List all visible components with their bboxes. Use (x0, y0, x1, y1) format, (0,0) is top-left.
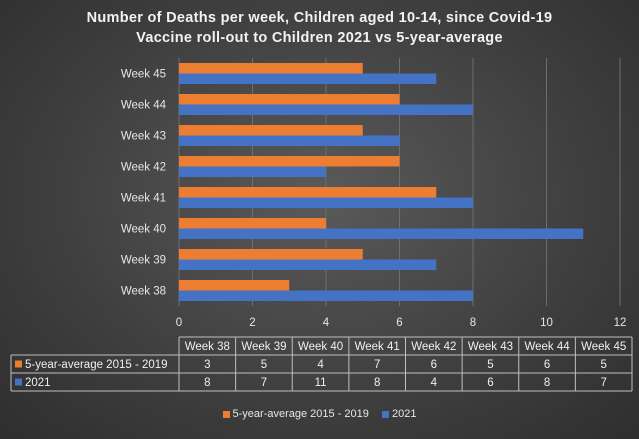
legend-swatch-2021 (381, 410, 389, 418)
legend-item-2021: 2021 (381, 408, 417, 420)
legend-swatch-5-year-average (222, 410, 230, 418)
table-cell-5-year-average-2015-2019-week-41: 7 (374, 359, 380, 371)
bar-5-year-average-2015-2019-week-44 (179, 94, 400, 105)
table-cell-2021-week-40: 11 (315, 377, 327, 389)
bar-2021-week-41 (179, 197, 473, 208)
bar-5-year-average-2015-2019-week-42 (179, 156, 400, 167)
category-label-week-41: Week 41 (121, 193, 166, 205)
table-row-swatch-5-year-average-2015-2019 (15, 360, 22, 368)
table-cell-2021-week-39: 7 (261, 377, 267, 389)
x-tick-label: 6 (396, 317, 402, 329)
table-header-week-39: Week 39 (241, 341, 286, 353)
bar-5-year-average-2015-2019-week-45 (179, 63, 363, 74)
table-header-week-45: Week 45 (581, 341, 626, 353)
table-cell-2021-week-45: 7 (600, 377, 606, 389)
table-cell-5-year-average-2015-2019-week-43: 5 (487, 359, 493, 371)
table-cell-5-year-average-2015-2019-week-38: 3 (204, 359, 210, 371)
table-row-label-2021: 2021 (25, 377, 51, 389)
bar-2021-week-44 (179, 104, 473, 115)
table-cell-5-year-average-2015-2019-week-40: 4 (317, 359, 324, 371)
table-cell-2021-week-42: 4 (431, 377, 438, 389)
bar-2021-week-39 (179, 259, 437, 270)
x-tick-label: 4 (323, 317, 330, 329)
table-cell-2021-week-43: 6 (487, 377, 493, 389)
table-cell-2021-week-41: 8 (374, 377, 380, 389)
legend-label-5-year-average: 5-year-average 2015 - 2019 (232, 408, 369, 420)
table-header-week-38: Week 38 (185, 341, 230, 353)
table-cell-2021-week-38: 8 (204, 377, 210, 389)
bar-2021-week-38 (179, 290, 473, 301)
x-tick-label: 8 (470, 317, 476, 329)
chart-title: Number of Deaths per week, Children aged… (0, 8, 639, 48)
x-tick-label: 10 (540, 317, 553, 329)
chart-title-line-2: Vaccine roll-out to Children 2021 vs 5-y… (136, 30, 503, 46)
table-header-week-44: Week 44 (524, 341, 570, 353)
category-label-week-39: Week 39 (121, 255, 166, 267)
bar-2021-week-42 (179, 166, 326, 177)
table-header-week-43: Week 43 (468, 341, 513, 353)
bar-2021-week-45 (179, 73, 437, 84)
category-label-week-40: Week 40 (121, 224, 166, 236)
table-cell-5-year-average-2015-2019-week-42: 6 (431, 359, 437, 371)
chart-title-line-1: Number of Deaths per week, Children aged… (86, 10, 553, 26)
category-label-week-45: Week 45 (121, 69, 166, 81)
legend: 5-year-average 2015 - 2019 2021 (0, 408, 639, 420)
table-header-week-41: Week 41 (355, 341, 400, 353)
bar-5-year-average-2015-2019-week-38 (179, 280, 290, 291)
category-label-week-42: Week 42 (121, 162, 166, 174)
table-row-label-5-year-average-2015-2019: 5-year-average 2015 - 2019 (25, 359, 168, 371)
bar-5-year-average-2015-2019-week-40 (179, 218, 326, 229)
x-tick-label: 12 (614, 317, 627, 329)
x-tick-label: 0 (176, 317, 182, 329)
legend-label-2021: 2021 (391, 408, 417, 420)
bar-2021-week-40 (179, 228, 584, 239)
table-header-week-42: Week 42 (411, 341, 456, 353)
bar-5-year-average-2015-2019-week-41 (179, 187, 437, 198)
table-cell-2021-week-44: 8 (544, 377, 550, 389)
x-tick-label: 2 (249, 317, 255, 329)
bar-2021-week-43 (179, 135, 400, 146)
table-header-week-40: Week 40 (298, 341, 343, 353)
table-cell-5-year-average-2015-2019-week-44: 6 (544, 359, 550, 371)
category-label-week-38: Week 38 (121, 286, 166, 298)
table-row-swatch-2021 (15, 378, 22, 386)
table-cell-5-year-average-2015-2019-week-39: 5 (261, 359, 267, 371)
category-label-week-44: Week 44 (121, 100, 167, 112)
legend-item-5-year-average: 5-year-average 2015 - 2019 (222, 408, 369, 420)
category-label-week-43: Week 43 (121, 131, 166, 143)
table-cell-5-year-average-2015-2019-week-45: 5 (600, 359, 606, 371)
bar-5-year-average-2015-2019-week-39 (179, 249, 363, 260)
bar-5-year-average-2015-2019-week-43 (179, 125, 363, 136)
